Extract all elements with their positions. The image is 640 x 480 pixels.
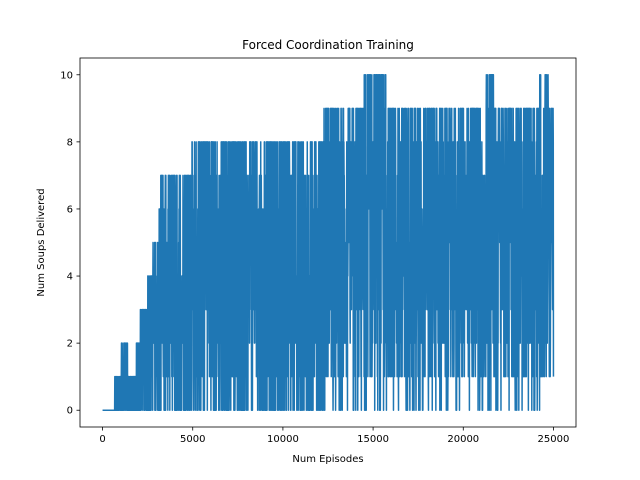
x-axis-title: Num Episodes bbox=[292, 454, 363, 465]
axes-frame bbox=[79, 57, 577, 428]
x-tick-label: 20000 bbox=[447, 434, 479, 445]
y-tick-label: 4 bbox=[67, 272, 73, 283]
y-tick-label: 0 bbox=[67, 406, 73, 417]
y-tick-label: 10 bbox=[60, 70, 73, 81]
y-tick-label: 8 bbox=[67, 137, 73, 148]
x-tick-label: 15000 bbox=[357, 434, 389, 445]
y-tick-label: 6 bbox=[67, 204, 73, 215]
series-line bbox=[101, 74, 555, 411]
plot-area bbox=[101, 74, 555, 411]
y-axis-title: Num Soups Delivered bbox=[36, 188, 47, 296]
x-tick-label: 10000 bbox=[267, 434, 299, 445]
x-axis-ticks: 0 5000 10000 15000 20000 25000 bbox=[99, 427, 569, 445]
y-tick-label: 2 bbox=[67, 339, 73, 350]
x-tick-label: 5000 bbox=[180, 434, 205, 445]
x-tick-label: 0 bbox=[99, 434, 105, 445]
x-tick-label: 25000 bbox=[538, 434, 570, 445]
chart-title: Forced Coordination Training bbox=[242, 38, 414, 52]
y-axis-ticks: 0 2 4 6 8 10 bbox=[60, 70, 80, 417]
